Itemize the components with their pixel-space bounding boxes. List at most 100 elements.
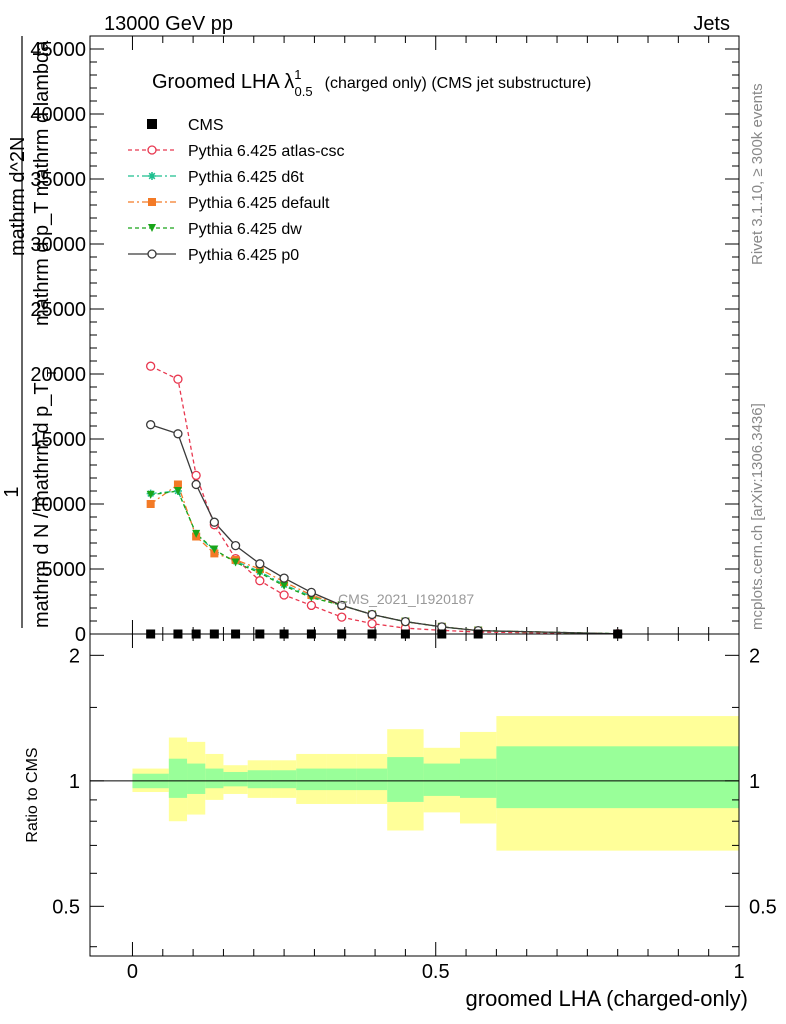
data-point <box>255 576 265 586</box>
x-tick-label: 1 <box>733 961 744 983</box>
legend-label: CMS <box>188 117 224 134</box>
data-point <box>210 545 219 554</box>
data-point <box>231 558 240 567</box>
legend-label: Pythia 6.425 d6t <box>188 169 304 186</box>
ratio-plot-frame <box>89 633 740 957</box>
ratio-inner-band-bin <box>326 768 357 791</box>
legend: CMS Pythia 6.425 atlas-csc Pythia 6.425 d6… <box>128 117 345 264</box>
plot-title-rest: (charged only) (CMS jet substructure) <box>325 75 592 92</box>
legend-marker <box>148 224 156 232</box>
data-point <box>192 529 201 538</box>
main-y-tick-labels: 0 5000 10000 15000 20000 25000 30000 35000 40000… <box>30 39 86 646</box>
main-y-tick-label: 10000 <box>30 494 86 516</box>
legend-marker <box>148 172 156 180</box>
data-point <box>255 559 265 569</box>
series-line <box>150 424 618 635</box>
data-point <box>230 540 241 551</box>
ratio-inner-band-bin <box>271 770 297 789</box>
plot-title: Groomed LHA λ1 0.5 (charged only) (CMS jet… <box>152 67 591 99</box>
data-point <box>146 361 156 371</box>
data-point <box>279 573 289 583</box>
legend-marker <box>148 198 156 206</box>
main-y-tick-label: 30000 <box>30 234 86 256</box>
main-y-tick-label: 45000 <box>30 39 86 61</box>
x-tick-label: 0 <box>127 961 138 983</box>
x-tick-label: 0.5 <box>422 961 450 983</box>
series-line <box>150 490 618 635</box>
ratio-inner-band-bin <box>223 771 248 787</box>
data-point <box>400 617 411 627</box>
ratio-inner-band-bin <box>247 770 272 789</box>
ratio-inner-band-bin <box>459 758 497 798</box>
data-point <box>191 479 201 490</box>
data-point <box>367 609 377 620</box>
legend-label: Pythia 6.425 dw <box>188 221 302 238</box>
main-y-tick-label: 40000 <box>30 104 86 126</box>
data-point <box>146 500 155 508</box>
ylabel-line-2: mathrm d p_T mathrm d lambda <box>31 40 53 326</box>
ratio-y-tick-label: 0.5 <box>52 896 80 918</box>
ratio-inner-band-bin <box>356 768 388 791</box>
ylabel-one: 1 <box>1 486 23 497</box>
main-y-axis-label: 1 mathrm d N / mathrm d p_T mathrm d^2N … <box>1 36 59 628</box>
ratio-inner-band-bin <box>187 763 206 794</box>
plot-title-main: Groomed LHA λ <box>152 71 294 93</box>
ratio-axis-ticks <box>90 634 740 956</box>
analysis-watermark: CMS_2021_I1920187 <box>338 591 474 607</box>
ylabel-line-0: mathrm d N / mathrm d p_T <box>31 382 53 628</box>
ratio-y-tick-label-right: 2 <box>749 645 760 667</box>
data-point <box>146 490 155 499</box>
header-right: Jets <box>693 13 730 35</box>
main-y-tick-label: 20000 <box>30 364 86 386</box>
legend-label: Pythia 6.425 p0 <box>188 247 299 264</box>
ratio-inner-band-bin <box>296 768 327 791</box>
x-axis-label: groomed LHA (charged-only) <box>466 986 748 1011</box>
main-y-tick-label: 35000 <box>30 169 86 191</box>
data-point <box>173 480 182 489</box>
data-point <box>279 590 289 600</box>
ratio-y-axis-label: Ratio to CMS <box>24 747 41 842</box>
data-point <box>146 420 156 430</box>
ylabel-subscript: T <box>44 369 59 377</box>
header-left: 13000 GeV pp <box>104 13 233 35</box>
legend-marker <box>147 119 157 129</box>
ratio-inner-band-bin <box>387 757 424 802</box>
ratio-inner-band-bin <box>168 758 188 798</box>
data-point <box>337 612 347 622</box>
series-line <box>150 490 618 635</box>
main-y-tick-label: 0 <box>75 624 86 646</box>
x-tick-labels: 0 0.5 1 <box>127 961 745 983</box>
legend-marker <box>147 145 157 155</box>
rivet-label: Rivet 3.1.10, ≥ 300k events <box>749 83 766 265</box>
ratio-y-tick-label-right: 1 <box>749 771 760 793</box>
ratio-inner-band-bin <box>423 763 460 796</box>
main-y-tick-label: 15000 <box>30 429 86 451</box>
data-point <box>173 374 183 384</box>
data-point <box>173 429 183 439</box>
main-y-tick-label: 25000 <box>30 299 86 321</box>
data-point <box>306 600 317 611</box>
plot-title-sup: 1 <box>294 67 301 82</box>
data-point <box>306 587 317 598</box>
ylabel-line-1: mathrm d^2N <box>7 137 29 256</box>
ratio-inner-band-bin <box>496 746 739 809</box>
ratio-y-tick-label: 2 <box>69 645 80 667</box>
legend-label: Pythia 6.425 atlas-csc <box>188 143 345 160</box>
legend-label: Pythia 6.425 default <box>188 195 330 212</box>
data-point <box>173 487 182 495</box>
ratio-y-tick-label: 1 <box>69 771 80 793</box>
ratio-bands <box>132 716 739 851</box>
mcplots-label: mcplots.cern.ch [arXiv:1306.3436] <box>749 403 766 630</box>
series-line <box>150 483 618 635</box>
plot-title-sub: 0.5 <box>295 84 313 99</box>
data-point <box>191 470 201 481</box>
data-point <box>255 568 264 577</box>
data-point <box>280 581 289 590</box>
main-y-tick-label: 5000 <box>42 559 87 581</box>
data-point <box>367 618 377 629</box>
ratio-inner-band-bin <box>205 768 224 789</box>
legend-marker <box>147 249 157 259</box>
data-point <box>209 517 219 527</box>
data-point <box>337 600 347 611</box>
